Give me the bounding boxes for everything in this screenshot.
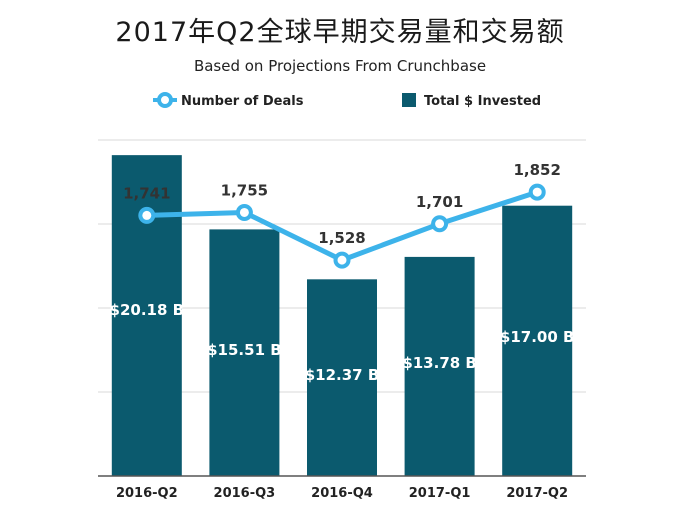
deals-value-label: 1,701 bbox=[416, 193, 463, 211]
bar-value-label: $13.78 B bbox=[402, 354, 477, 372]
bar-value-label: $17.00 B bbox=[500, 328, 575, 346]
deals-value-label: 1,755 bbox=[221, 181, 268, 199]
deals-point bbox=[431, 215, 449, 233]
x-tick-label: 2016-Q3 bbox=[214, 486, 276, 501]
bar bbox=[404, 256, 475, 476]
bar bbox=[502, 205, 573, 476]
bar-value-label: $20.18 B bbox=[110, 301, 185, 319]
bar-value-label: $12.37 B bbox=[305, 366, 380, 384]
legend-invested-label: Total $ Invested bbox=[424, 94, 541, 109]
legend-bar-swatch bbox=[402, 93, 416, 107]
chart-title: 2017年Q2全球早期交易量和交易额 bbox=[115, 17, 565, 48]
deals-point bbox=[528, 183, 546, 201]
deals-value-label: 1,528 bbox=[318, 229, 365, 247]
deals-point bbox=[333, 251, 351, 269]
bar-value-label: $15.51 B bbox=[207, 341, 282, 359]
chart-subtitle: Based on Projections From Crunchbase bbox=[193, 57, 487, 75]
deals-value-label: 1,741 bbox=[123, 184, 170, 202]
legend-line-marker bbox=[157, 92, 173, 108]
bar-series: $20.18 B $15.51 B $12.37 B $13.78 B $17.00 B bbox=[110, 155, 575, 476]
line-series: 1,741 1,755 1,528 1,701 1,852 bbox=[123, 161, 561, 269]
deals-point bbox=[138, 206, 156, 224]
x-tick-label: 2017-Q1 bbox=[409, 486, 471, 501]
bar bbox=[209, 229, 280, 476]
deals-value-label: 1,852 bbox=[513, 161, 560, 179]
x-axis: 2016-Q2 2016-Q3 2016-Q4 2017-Q1 2017-Q2 bbox=[98, 475, 586, 501]
x-tick-label: 2017-Q2 bbox=[506, 486, 568, 501]
bar bbox=[307, 279, 377, 476]
x-tick-label: 2016-Q2 bbox=[116, 486, 178, 501]
legend-deals-label: Number of Deals bbox=[181, 94, 304, 109]
deals-line bbox=[146, 189, 538, 263]
deals-point bbox=[235, 203, 253, 221]
legend: Number of Deals Total $ Invested bbox=[153, 92, 541, 109]
x-tick-label: 2016-Q4 bbox=[311, 486, 373, 501]
